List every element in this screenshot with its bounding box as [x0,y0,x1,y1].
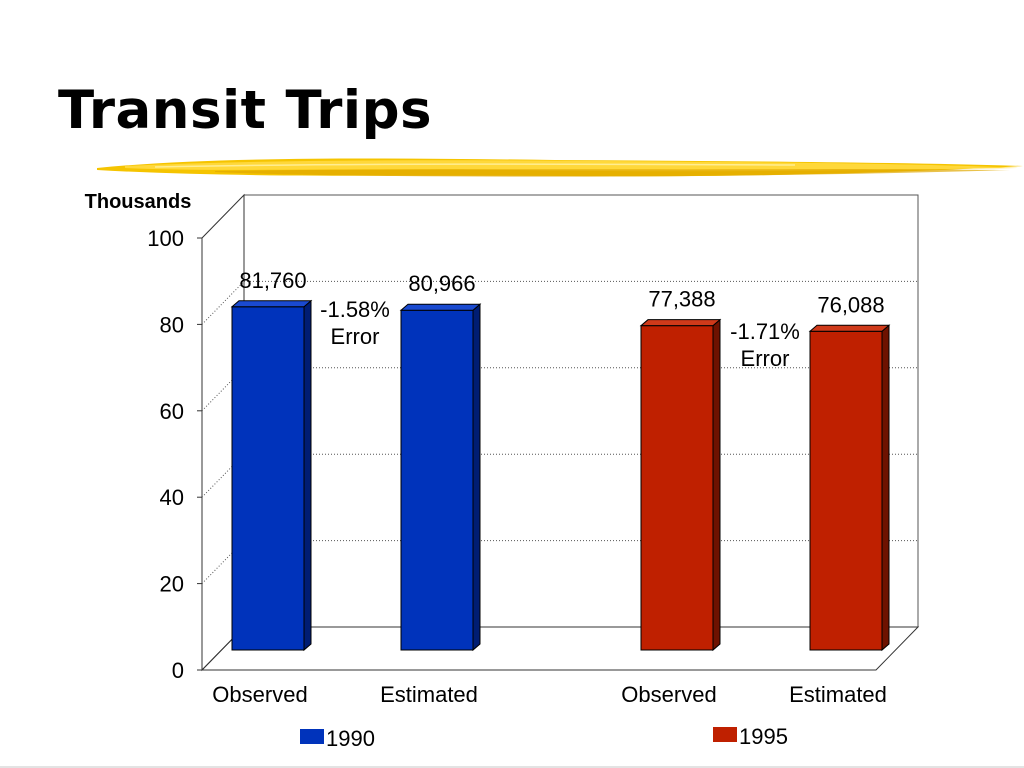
error-annotation: -1.58% [320,297,390,322]
x-tick-label: Observed [621,682,716,707]
gridline-depth [201,281,245,325]
chart-side-wall [201,193,245,672]
error-annotation: Error [331,324,380,349]
data-label: 81,760 [239,268,306,293]
gridline-depth [201,453,245,498]
bar-1990-estimated [399,303,482,652]
y-tick-label: 80 [160,312,184,337]
x-tick-label: Observed [212,682,307,707]
bar-1990-observed [230,299,313,652]
error-annotation: -1.71% [730,319,800,344]
y-tick-label: 0 [172,658,184,683]
error-annotation: Error [741,346,790,371]
legend-swatch [300,729,324,744]
chart-back-wall [243,194,919,628]
data-label: 80,966 [408,271,475,296]
bar-1995-estimated [808,324,891,652]
y-tick-label: 60 [160,399,184,424]
legend-label: 1995 [739,724,788,749]
chart-grid [197,193,920,672]
legend-label: 1990 [326,726,375,751]
data-label: 77,388 [648,287,715,312]
y-tick-label: 20 [160,572,184,597]
yellow-brush-underline [97,158,1023,177]
footer-rule [0,766,1024,768]
chart-bars [230,299,891,652]
slide-title: Transit Trips [58,80,433,141]
legend-swatch [713,727,737,742]
y-axis-label: Thousands [85,191,192,213]
data-label: 76,088 [817,292,884,317]
y-tick-label: 40 [160,485,184,510]
gridline-depth [201,367,245,412]
x-tick-label: Estimated [789,682,887,707]
chart-legend: 1990 1995 [300,724,788,751]
y-tick-label: 100 [147,226,184,251]
x-tick-label: Estimated [380,682,478,707]
gridline-depth [201,540,245,584]
chart-labels: Thousands 0 20 40 60 80 100 81,760 Observed 80,9… [85,191,887,707]
bar-1995-observed [639,318,722,652]
